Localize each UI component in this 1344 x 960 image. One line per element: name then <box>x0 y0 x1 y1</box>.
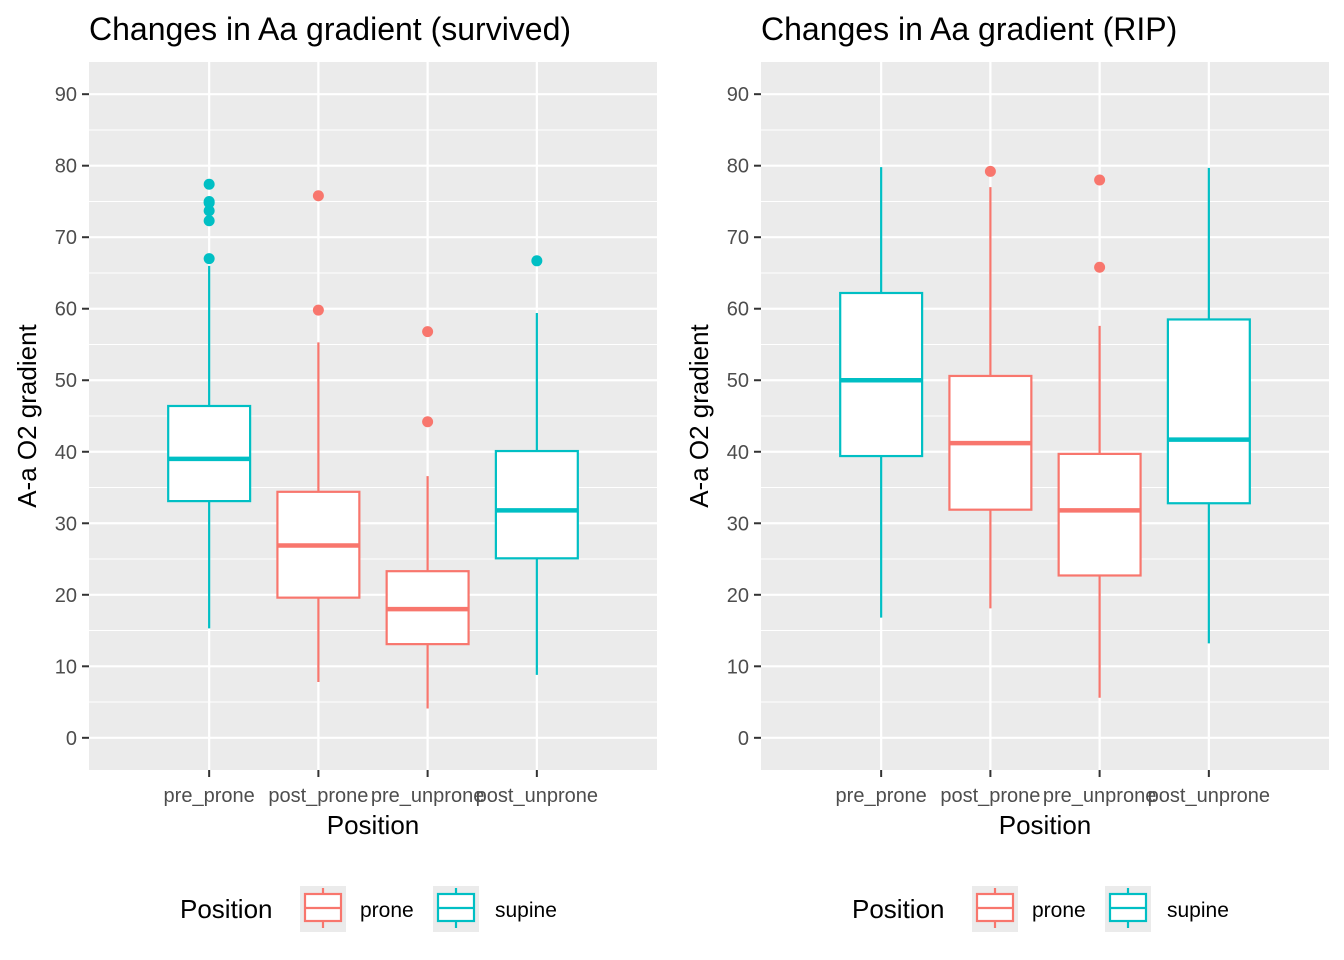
outlier-point <box>1094 261 1106 273</box>
legend-item-supine: supine <box>433 886 557 932</box>
x-tick-label: pre_prone <box>836 785 927 807</box>
y-tick-label: 90 <box>55 84 77 106</box>
outlier-point <box>203 253 215 265</box>
box-iqr <box>1166 318 1251 505</box>
legend: Position prone supine <box>180 886 557 932</box>
x-tick-label: post_unprone <box>1148 785 1270 807</box>
boxplot-post_unprone <box>494 255 579 675</box>
legend-label: prone <box>360 899 414 922</box>
x-tick-label: post_unprone <box>476 785 598 807</box>
y-tick-label: 30 <box>727 513 749 535</box>
y-tick-label: 40 <box>55 442 77 464</box>
outlier-point <box>1094 174 1106 186</box>
chart-panel-1: Changes in Aa gradient (survived) 0 10 20 30… <box>12 11 657 932</box>
y-tick-label: 60 <box>727 299 749 321</box>
y-tick-label: 20 <box>727 585 749 607</box>
x-axis-title: Position <box>327 810 420 840</box>
boxplot-post_prone <box>948 165 1033 609</box>
outlier-point <box>203 215 215 227</box>
y-tick-label: 0 <box>738 728 749 750</box>
outlier-point <box>312 190 324 202</box>
y-tick-label: 30 <box>55 513 77 535</box>
chart-title: Changes in Aa gradient (RIP) <box>761 11 1177 47</box>
legend-label: supine <box>495 899 557 922</box>
outlier-point <box>422 416 434 428</box>
outlier-point <box>984 165 996 177</box>
y-tick-label: 60 <box>55 299 77 321</box>
chart-title: Changes in Aa gradient (survived) <box>89 11 571 47</box>
legend-item-supine: supine <box>1105 886 1229 932</box>
outlier-point <box>203 195 215 207</box>
x-tick-label: pre_unprone <box>1043 785 1156 807</box>
outlier-point <box>203 178 215 190</box>
y-tick-label: 90 <box>727 84 749 106</box>
y-tick-label: 80 <box>55 156 77 178</box>
x-axis-title: Position <box>999 810 1092 840</box>
legend-label: supine <box>1167 899 1229 922</box>
y-axis-title: A-a O2 gradient <box>12 323 42 507</box>
x-tick-label: post_prone <box>268 785 368 807</box>
y-tick-label: 10 <box>727 656 749 678</box>
y-tick-label: 70 <box>727 227 749 249</box>
boxplot-pre_unprone <box>385 326 470 709</box>
outlier-point <box>203 205 215 217</box>
boxplot-post_prone <box>276 190 361 683</box>
y-tick-label: 40 <box>727 442 749 464</box>
legend-title: Position <box>852 894 945 924</box>
legend-title: Position <box>180 894 273 924</box>
legend-item-prone: prone <box>972 886 1086 932</box>
chart-panel-2: Changes in Aa gradient (RIP) 0 10 20 30 40 50 6… <box>684 11 1329 932</box>
boxplot-pre_prone <box>839 167 924 618</box>
legend-label: prone <box>1032 899 1086 922</box>
y-tick-label: 50 <box>55 370 77 392</box>
y-tick-label: 80 <box>727 156 749 178</box>
legend-item-prone: prone <box>300 886 414 932</box>
outlier-point <box>312 304 324 316</box>
x-tick-label: post_prone <box>940 785 1040 807</box>
box-iqr <box>1057 452 1142 577</box>
outlier-point <box>531 255 543 267</box>
x-tick-label: pre_unprone <box>371 785 484 807</box>
box-iqr <box>494 449 579 560</box>
y-axis-title: A-a O2 gradient <box>684 323 714 507</box>
box-iqr <box>839 291 924 458</box>
y-tick-label: 70 <box>55 227 77 249</box>
y-tick-label: 0 <box>66 728 77 750</box>
boxplot-pre_unprone <box>1057 174 1142 698</box>
outlier-point <box>422 326 434 338</box>
x-tick-label: pre_prone <box>164 785 255 807</box>
legend: Position prone supine <box>852 886 1229 932</box>
box-iqr <box>167 404 252 503</box>
y-tick-label: 20 <box>55 585 77 607</box>
boxplot-pre_prone <box>167 178 252 629</box>
boxplot-post_unprone <box>1166 167 1251 644</box>
y-tick-label: 10 <box>55 656 77 678</box>
y-tick-label: 50 <box>727 370 749 392</box>
